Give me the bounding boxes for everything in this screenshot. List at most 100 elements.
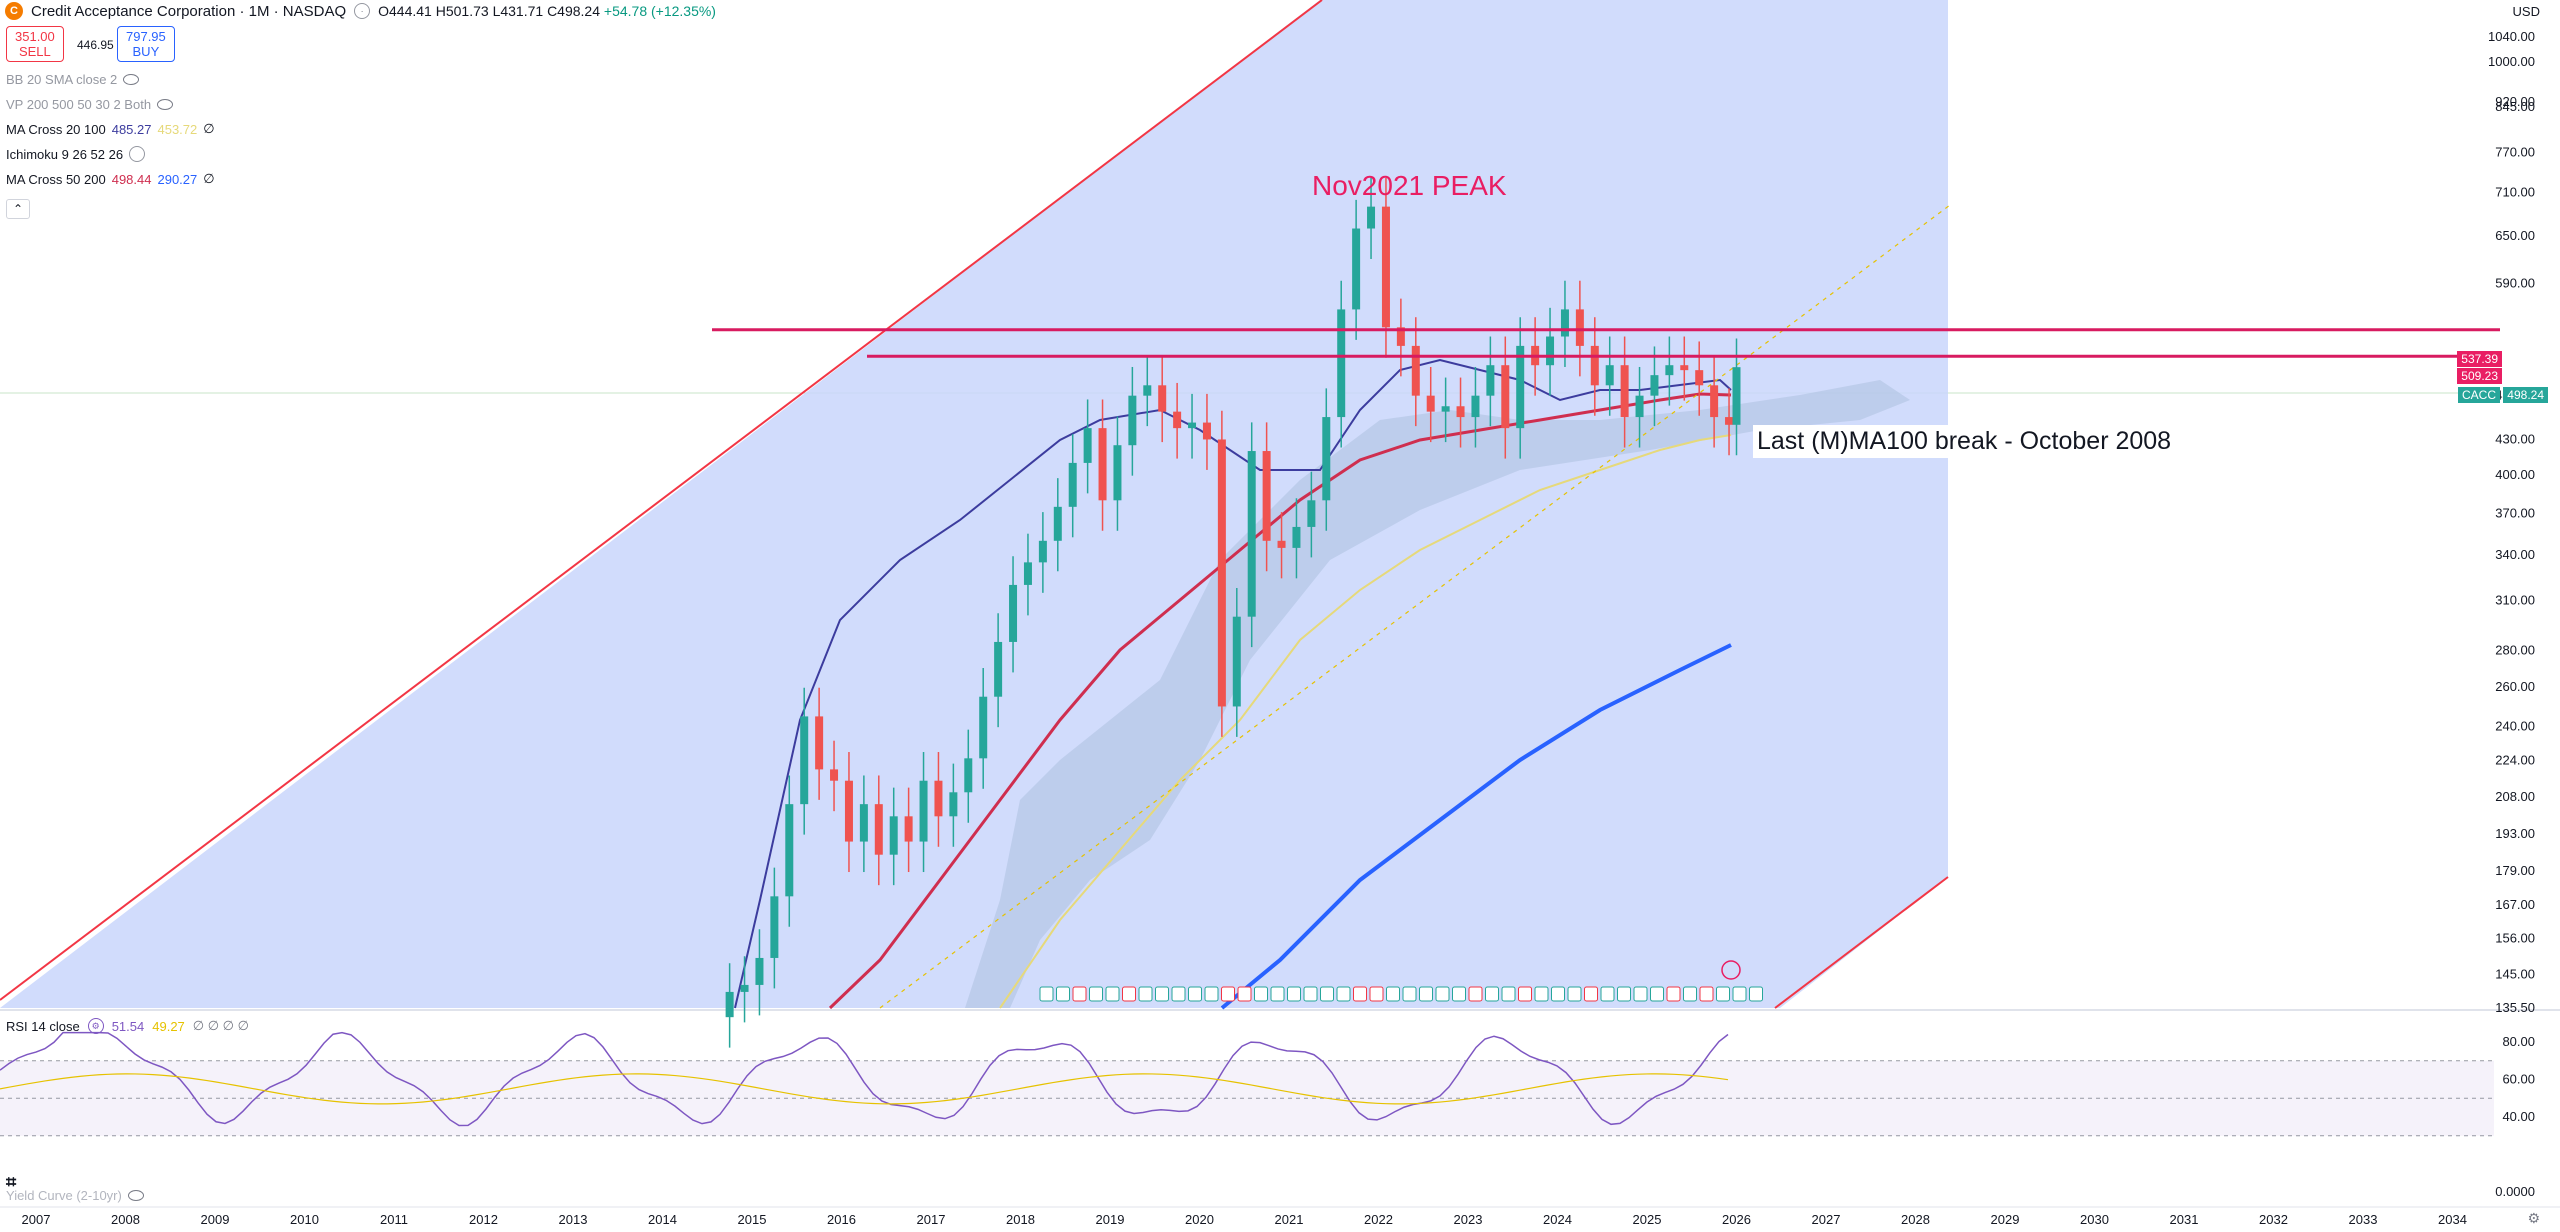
x-tick-label: 2025 [1633,1212,1662,1227]
rsi-settings-icon[interactable]: ⚙ [87,1018,104,1034]
y-tick-label: 208.00 [2495,789,2535,804]
x-tick-label: 2018 [1006,1212,1035,1227]
x-tick-label: 2029 [1991,1212,2020,1227]
candle-body [1009,584,1018,642]
earnings-marker-icon [1666,986,1681,1002]
candle-body [740,984,749,992]
candle-body [1217,439,1226,707]
candle-body [1695,370,1704,386]
ichimoku-cloud [965,380,1910,1008]
x-tick-label: 2017 [917,1212,946,1227]
indicator-legend-row[interactable]: Ichimoku 9 26 52 26 [6,146,146,162]
y-tick-label: 156.00 [2495,931,2535,946]
y-tick-label: 240.00 [2495,719,2535,734]
earnings-marker-icon [1089,986,1103,1002]
candle-body [949,792,958,817]
candle-body [979,696,988,759]
candle-body [1456,406,1465,418]
earnings-marker-icon [1452,986,1466,1002]
earnings-marker-icon [1122,986,1136,1002]
x-tick-label: 2027 [1812,1212,1841,1227]
x-tick-label: 2020 [1185,1212,1214,1227]
buy-button[interactable]: 797.95 BUY [117,26,175,62]
x-tick-label: 2033 [2349,1212,2378,1227]
candle-body [1732,367,1741,425]
candle-body [964,758,973,793]
rsi-band [0,1060,2494,1136]
candle-body [1083,428,1092,463]
x-tick-label: 2028 [1901,1212,1930,1227]
collapse-indicators-button[interactable]: ⌃ [6,199,30,219]
ma200-line [1220,643,1732,1010]
yield-curve-legend[interactable]: Yield Curve (2-10yr) [6,1188,144,1203]
earnings-marker-icon [1633,986,1648,1002]
earnings-marker-icon [1105,986,1120,1002]
candle-body [785,804,794,897]
x-tick-label: 2023 [1454,1212,1483,1227]
candle-body [800,716,809,805]
rsi-line [0,1031,1729,1127]
candle-body [934,780,943,817]
y-tick-label: 193.00 [2495,826,2535,841]
x-tick-label: 2010 [290,1212,319,1227]
trend-dotted-line [879,204,1951,1009]
earnings-marker-icon [1221,986,1235,1002]
ohlc-readout: O444.41 H501.73 L431.71 C498.24 +54.78 (… [378,3,716,19]
earnings-marker-icon [1386,986,1400,1002]
company-logo-icon: C [5,2,23,20]
candle-body [1053,506,1062,541]
earnings-marker-icon [1534,986,1549,1002]
rsi-legend[interactable]: RSI 14 close ⚙ 51.54 49.27 ∅ ∅ ∅ ∅ [6,1018,249,1034]
symbol-title[interactable]: Credit Acceptance Corporation · 1M · NAS… [31,2,347,20]
ma-break-annotation[interactable]: Last (M)MA100 break - October 2008 [1753,425,2176,458]
earnings-marker-icon [1171,986,1186,1002]
y-tick-label: 400.00 [2495,467,2535,482]
candle-body [1650,375,1659,396]
indicator-legend-row[interactable]: VP 200 500 50 30 2 Both [6,97,174,112]
eye-icon[interactable] [127,1190,144,1201]
candle-body [1381,206,1390,328]
last-price-tag: 498.24 [2503,387,2548,403]
chart-header: C Credit Acceptance Corporation · 1M · N… [0,0,716,22]
indicator-legend-row[interactable]: BB 20 SMA close 2 [6,72,140,87]
peak-annotation[interactable]: Nov2021 PEAK [1312,170,1507,201]
candle-body [830,769,839,781]
settings-gear-icon[interactable]: ⚙ [2527,1210,2540,1226]
candle-body [1590,345,1599,386]
candle-body [1023,562,1032,585]
candle-body [1620,365,1629,418]
tradingview-logo-icon[interactable]: ⌗ [6,1172,17,1192]
x-tick-label: 2026 [1722,1212,1751,1227]
indicator-legend-row[interactable]: MA Cross 50 200 498.44 290.27 ∅ [6,171,215,187]
dot-menu-icon[interactable]: · [354,3,371,19]
x-tick-label: 2031 [2170,1212,2199,1227]
earnings-marker-icon [1518,986,1532,1002]
y-tick-label: 135.50 [2495,1000,2535,1015]
ma20-line [734,358,1732,1009]
currency-label[interactable]: USD [2512,4,2540,19]
x-tick-label: 2032 [2259,1212,2288,1227]
earnings-marker-icon [1056,986,1070,1002]
candle-body [770,896,779,958]
candle-body [1143,385,1152,396]
sell-button[interactable]: 351.00 SELL [6,26,64,62]
earnings-marker-icon [1402,986,1417,1002]
candle-body [1128,395,1137,446]
indicator-legend-row[interactable]: MA Cross 20 100 485.27 453.72 ∅ [6,121,215,137]
candle-body [1471,395,1480,418]
candle-body [859,804,868,842]
hidden-eye-icon[interactable] [157,99,174,110]
candle-body [1411,345,1420,396]
hidden-eye-icon[interactable] [123,74,140,85]
candle-body [919,780,928,842]
earnings-marker-icon [1617,986,1631,1002]
x-tick-label: 2034 [2438,1212,2467,1227]
earnings-marker-icon [1303,986,1318,1002]
candle-body [1038,540,1047,563]
candle-body [1262,451,1271,541]
spread-value: 446.95 [77,38,114,52]
settings-icon[interactable] [129,146,146,162]
candle-body [1337,309,1346,418]
x-tick-label: 2015 [738,1212,767,1227]
